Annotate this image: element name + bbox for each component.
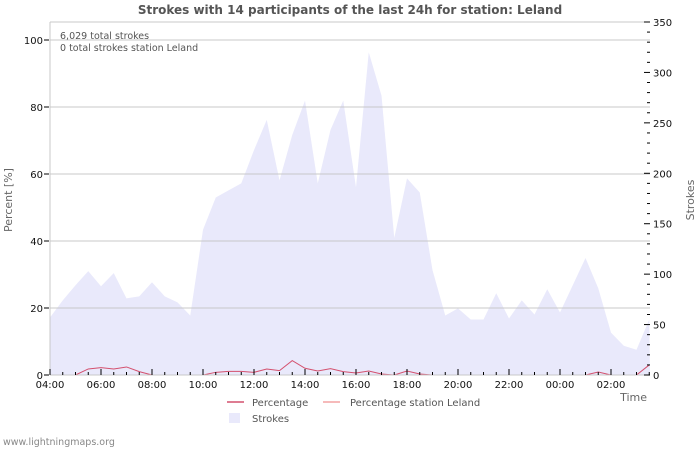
svg-text:0: 0 (37, 371, 43, 382)
legend-strokes-label: Strokes (252, 414, 289, 425)
legend: Percentage Percentage station Leland Str… (227, 398, 480, 425)
svg-text:0: 0 (653, 371, 659, 382)
svg-text:04:00: 04:00 (36, 380, 65, 391)
station-strokes-label: 0 total strokes station Leland (60, 43, 198, 54)
svg-text:20:00: 20:00 (444, 380, 473, 391)
svg-text:150: 150 (653, 220, 672, 231)
svg-text:20: 20 (30, 304, 43, 315)
svg-text:60: 60 (30, 170, 43, 181)
strokes-area (50, 52, 650, 375)
svg-text:00:00: 00:00 (546, 380, 575, 391)
svg-text:300: 300 (653, 68, 672, 79)
svg-text:06:00: 06:00 (87, 380, 116, 391)
legend-percentage-station-label: Percentage station Leland (350, 398, 480, 409)
svg-text:350: 350 (653, 18, 672, 29)
svg-text:16:00: 16:00 (342, 380, 371, 391)
svg-text:40: 40 (30, 237, 43, 248)
svg-text:200: 200 (653, 169, 672, 180)
grid-lines (50, 21, 650, 309)
svg-text:22:00: 22:00 (495, 380, 524, 391)
svg-text:80: 80 (30, 103, 43, 114)
legend-strokes-swatch (229, 413, 240, 423)
y-axis-left-title: Percent [%] (2, 168, 15, 232)
svg-text:100: 100 (653, 270, 672, 281)
svg-text:18:00: 18:00 (393, 380, 422, 391)
total-strokes-label: 6,029 total strokes (60, 31, 149, 42)
chart-title: Strokes with 14 participants of the last… (137, 3, 563, 17)
svg-text:12:00: 12:00 (240, 380, 269, 391)
svg-text:10:00: 10:00 (189, 380, 218, 391)
axes (49, 22, 650, 376)
svg-text:100: 100 (24, 36, 43, 47)
svg-text:08:00: 08:00 (138, 380, 167, 391)
svg-text:02:00: 02:00 (597, 380, 626, 391)
svg-text:250: 250 (653, 119, 672, 130)
svg-text:14:00: 14:00 (291, 380, 320, 391)
footer-link[interactable]: www.lightningmaps.org (3, 437, 115, 448)
x-axis-title: Time (619, 391, 647, 404)
svg-text:50: 50 (653, 321, 666, 332)
axis-ticks: 0 20 40 60 80 100 0 50 100 150 200 250 300 350 04:00 06… (24, 18, 672, 391)
y-axis-right-title: Strokes (684, 179, 697, 220)
legend-percentage-label: Percentage (252, 398, 308, 409)
